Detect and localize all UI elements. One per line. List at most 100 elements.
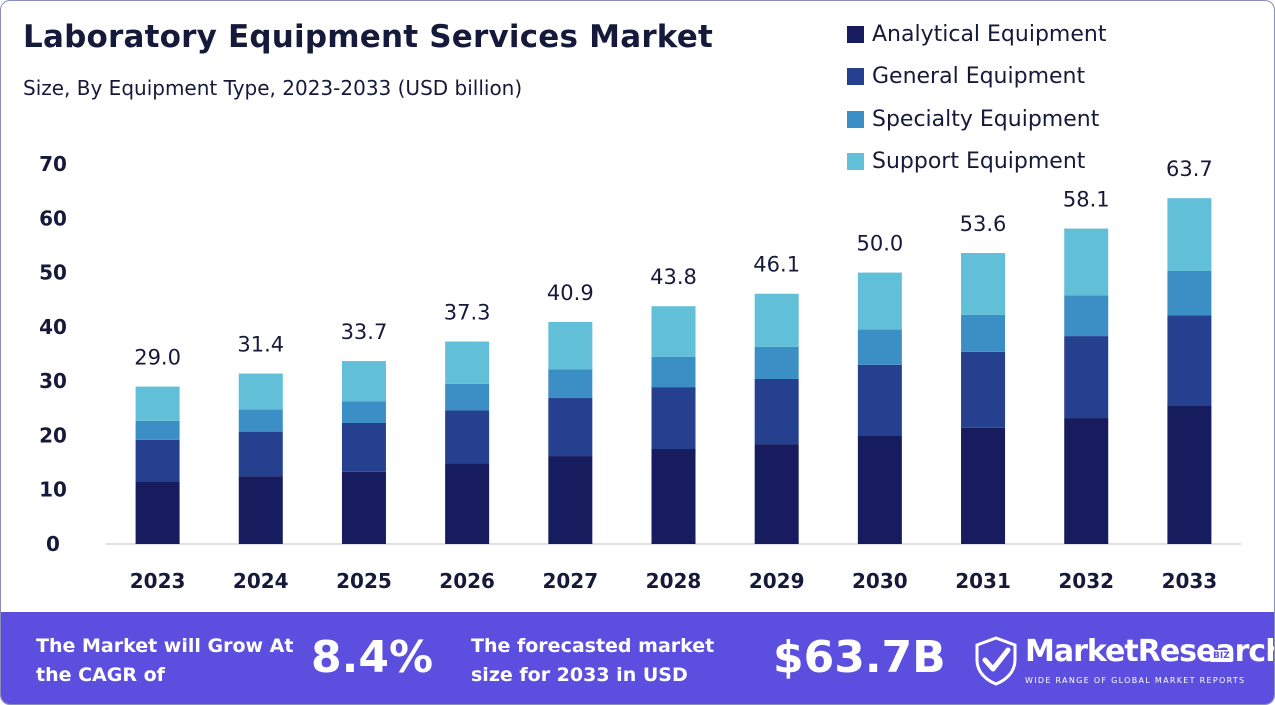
forecast-value: $63.7B	[773, 632, 946, 683]
bar-segment-general-2026	[445, 410, 490, 464]
x-tick-label: 2026	[439, 569, 495, 593]
bar-segment-support-2028	[651, 306, 696, 357]
bar-segment-analytical-2027	[548, 456, 593, 544]
logo-badge: BIZ	[1210, 650, 1233, 662]
legend-label-analytical: Analytical Equipment	[872, 21, 1107, 47]
y-tick-label: 10	[39, 478, 67, 502]
bar-segment-analytical-2032	[1064, 418, 1109, 544]
x-tick-label: 2027	[542, 569, 598, 593]
bar-total-label: 50.0	[856, 232, 903, 256]
bar-segment-general-2033	[1167, 315, 1212, 406]
x-tick-label: 2032	[1058, 569, 1114, 593]
chart-subtitle: Size, By Equipment Type, 2023-2033 (USD …	[23, 76, 523, 100]
bar-segment-support-2026	[445, 341, 490, 384]
bar-segment-analytical-2026	[445, 463, 490, 544]
bar-total-label: 31.4	[237, 333, 284, 357]
bar-segment-analytical-2029	[754, 444, 799, 544]
x-tick-label: 2024	[233, 569, 289, 593]
legend-label-specialty: Specialty Equipment	[872, 106, 1100, 132]
bar-segment-support-2031	[961, 253, 1006, 315]
x-tick-label: 2023	[130, 569, 186, 593]
legend-label-general: General Equipment	[872, 64, 1086, 90]
chart-legend: Analytical Equipment General Equipment S…	[847, 13, 1106, 183]
y-tick-label: 0	[46, 532, 60, 556]
legend-swatch-support	[847, 153, 864, 171]
bar-segment-general-2027	[548, 397, 593, 457]
x-tick-label: 2030	[852, 569, 908, 593]
legend-item-support: Support Equipment	[847, 141, 1106, 184]
bar-segment-analytical-2028	[651, 449, 696, 544]
x-tick-label: 2029	[749, 569, 805, 593]
logo-tagline: WIDE RANGE OF GLOBAL MARKET REPORTS	[1025, 676, 1246, 685]
bar-segment-specialty-2029	[754, 346, 799, 379]
y-tick-label: 30	[39, 369, 67, 393]
bar-segment-support-2025	[341, 361, 386, 402]
stacked-bar-chart: 01020304050607029.0202331.4202433.720253…	[39, 152, 1241, 593]
bar-segment-general-2024	[238, 431, 283, 477]
legend-item-specialty: Specialty Equipment	[847, 98, 1106, 141]
legend-item-analytical: Analytical Equipment	[847, 13, 1106, 56]
checkmark-shield-icon	[975, 636, 1017, 686]
legend-swatch-specialty	[847, 110, 864, 128]
bar-total-label: 29.0	[134, 346, 181, 370]
logo-name: MarketResearch	[1025, 634, 1275, 669]
bar-total-label: 40.9	[547, 281, 594, 305]
bar-segment-specialty-2033	[1167, 270, 1212, 316]
bar-segment-analytical-2023	[135, 481, 180, 544]
bar-total-label: 63.7	[1166, 157, 1213, 181]
bar-segment-support-2033	[1167, 198, 1212, 271]
bar-total-label: 58.1	[1063, 188, 1110, 212]
x-tick-label: 2028	[646, 569, 702, 593]
y-tick-label: 20	[39, 423, 67, 447]
bar-segment-general-2030	[857, 364, 902, 436]
bar-total-label: 33.7	[341, 320, 388, 344]
bar-total-label: 43.8	[650, 265, 697, 289]
y-tick-label: 40	[39, 315, 67, 339]
bar-segment-general-2023	[135, 439, 180, 482]
bar-segment-general-2032	[1064, 336, 1109, 419]
bar-segment-specialty-2028	[651, 356, 696, 388]
marketresearch-logo[interactable]: MarketResearch BIZ WIDE RANGE OF GLOBAL …	[973, 632, 1274, 692]
bar-segment-analytical-2031	[961, 427, 1006, 544]
bar-segment-specialty-2025	[341, 401, 386, 423]
bar-segment-analytical-2024	[238, 476, 283, 544]
y-tick-label: 50	[39, 261, 67, 285]
forecast-label: The forecasted market size for 2033 in U…	[471, 635, 715, 686]
bar-segment-specialty-2026	[445, 383, 490, 411]
bar-segment-specialty-2024	[238, 409, 283, 432]
bar-segment-specialty-2030	[857, 329, 902, 365]
bar-segment-specialty-2031	[961, 314, 1006, 352]
bar-total-label: 46.1	[753, 253, 800, 277]
cagr-value: 8.4%	[311, 632, 434, 683]
bar-segment-support-2029	[754, 293, 799, 347]
footer-banner: The Market will Grow At the CAGR of 8.4%…	[1, 612, 1274, 704]
bar-segment-support-2024	[238, 373, 283, 410]
bar-segment-support-2023	[135, 386, 180, 421]
bar-segment-analytical-2033	[1167, 405, 1212, 544]
bar-segment-specialty-2027	[548, 369, 593, 398]
bar-segment-support-2027	[548, 321, 593, 370]
cagr-label: The Market will Grow At the CAGR of	[36, 635, 294, 686]
bar-total-label: 53.6	[960, 212, 1007, 236]
bar-total-label: 37.3	[444, 301, 491, 325]
x-tick-label: 2033	[1162, 569, 1218, 593]
y-tick-label: 70	[39, 152, 67, 176]
bar-segment-specialty-2032	[1064, 295, 1109, 337]
legend-swatch-general	[847, 68, 864, 86]
bar-segment-general-2028	[651, 387, 696, 449]
bar-segment-support-2030	[857, 272, 902, 330]
legend-item-general: General Equipment	[847, 56, 1106, 99]
bar-segment-general-2029	[754, 378, 799, 445]
bar-segment-general-2025	[341, 422, 386, 472]
chart-title: Laboratory Equipment Services Market	[23, 19, 714, 55]
bar-segment-analytical-2025	[341, 471, 386, 544]
bar-segment-general-2031	[961, 351, 1006, 428]
legend-swatch-analytical	[847, 25, 864, 43]
bar-segment-analytical-2030	[857, 435, 902, 544]
bar-segment-specialty-2023	[135, 420, 180, 440]
legend-label-support: Support Equipment	[872, 149, 1086, 175]
bar-segment-support-2032	[1064, 228, 1109, 296]
x-tick-label: 2025	[336, 569, 392, 593]
x-tick-label: 2031	[955, 569, 1011, 593]
